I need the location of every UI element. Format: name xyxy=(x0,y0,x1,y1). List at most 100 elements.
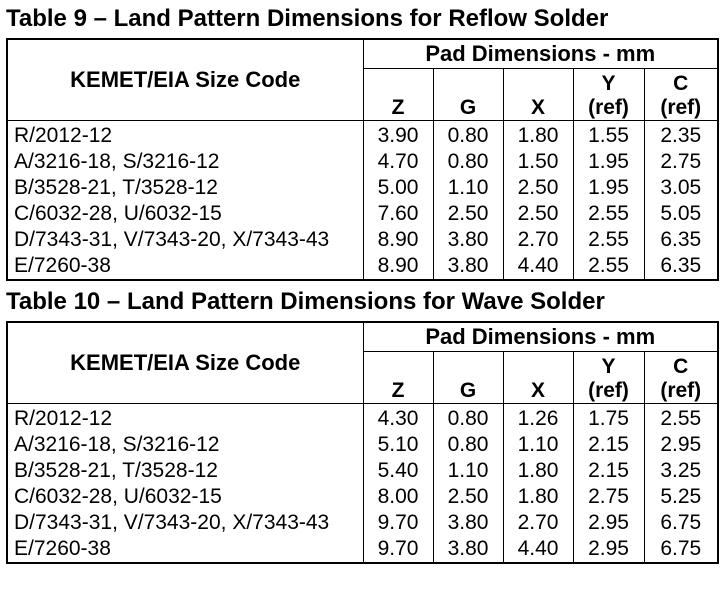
table-row: R/2012-12 3.90 0.80 1.80 1.55 2.35 xyxy=(6,120,719,149)
dimension-cell: 8.90 xyxy=(362,227,434,253)
table-row: B/3528-21, T/3528-12 5.00 1.10 2.50 1.95 3.05 xyxy=(6,175,719,201)
column-header: X xyxy=(502,351,574,404)
dimension-cell: 6.35 xyxy=(643,227,719,253)
column-header: X xyxy=(502,68,574,121)
dimension-cell: 2.70 xyxy=(502,510,574,536)
dimension-cell: 1.26 xyxy=(502,403,574,432)
dimension-cell: 8.00 xyxy=(362,484,434,510)
dimension-cell: 7.60 xyxy=(362,201,434,227)
dimension-cell: 1.10 xyxy=(432,458,504,484)
size-code-cell: C/6032-28, U/6032-15 xyxy=(6,201,364,227)
size-code-cell: B/3528-21, T/3528-12 xyxy=(6,175,364,201)
dimension-cell: 4.30 xyxy=(362,403,434,432)
dimension-cell: 2.55 xyxy=(572,253,645,280)
table-row: E/7260-38 8.90 3.80 4.40 2.55 6.35 xyxy=(6,253,719,280)
dimension-cell: 1.55 xyxy=(572,120,645,149)
dimension-cell: 2.15 xyxy=(572,458,645,484)
dimension-cell: 2.35 xyxy=(643,120,719,149)
column-header: Y (ref) xyxy=(572,351,645,404)
dimension-cell: 1.80 xyxy=(502,120,574,149)
dimension-cell: 3.25 xyxy=(643,458,719,484)
column-header: G xyxy=(432,351,504,404)
document-page: Table 9 – Land Pattern Dimensions for Re… xyxy=(0,4,728,564)
dimension-cell: 1.95 xyxy=(572,149,645,175)
dimension-cell: 5.25 xyxy=(643,484,719,510)
land-pattern-table: KEMET/EIA Size Code Pad Dimensions - mm Z G… xyxy=(6,321,720,564)
land-pattern-table: KEMET/EIA Size Code Pad Dimensions - mm Z G… xyxy=(6,38,720,281)
dimension-cell: 9.70 xyxy=(362,510,434,536)
dimension-cell: 1.80 xyxy=(502,458,574,484)
dimension-cell: 2.55 xyxy=(572,201,645,227)
dimension-cell: 0.80 xyxy=(432,120,504,149)
dimension-cell: 5.05 xyxy=(643,201,719,227)
dimension-cell: 1.80 xyxy=(502,484,574,510)
size-code-header: KEMET/EIA Size Code xyxy=(6,321,364,404)
size-code-header: KEMET/EIA Size Code xyxy=(6,38,364,121)
dimension-cell: 3.80 xyxy=(432,536,504,563)
dimension-cell: 2.55 xyxy=(572,227,645,253)
size-code-cell: R/2012-12 xyxy=(6,403,364,432)
table-row: R/2012-12 4.30 0.80 1.26 1.75 2.55 xyxy=(6,403,719,432)
dimension-cell: 3.80 xyxy=(432,227,504,253)
dimension-cell: 2.15 xyxy=(572,432,645,458)
column-header: C (ref) xyxy=(643,351,719,404)
table-row: D/7343-31, V/7343-20, X/7343-43 8.90 3.80 2… xyxy=(6,227,719,253)
dimension-cell: 6.75 xyxy=(643,536,719,563)
dimension-cell: 1.75 xyxy=(572,403,645,432)
dimension-cell: 1.50 xyxy=(502,149,574,175)
size-code-cell: A/3216-18, S/3216-12 xyxy=(6,149,364,175)
dimension-cell: 2.50 xyxy=(502,201,574,227)
size-code-cell: E/7260-38 xyxy=(6,253,364,280)
size-code-cell: E/7260-38 xyxy=(6,536,364,563)
dimension-cell: 1.10 xyxy=(502,432,574,458)
dimension-cell: 3.80 xyxy=(432,510,504,536)
dimension-cell: 4.40 xyxy=(502,536,574,563)
table-row: A/3216-18, S/3216-12 5.10 0.80 1.10 2.15 2.95 xyxy=(6,432,719,458)
size-code-cell: B/3528-21, T/3528-12 xyxy=(6,458,364,484)
column-header: Z xyxy=(362,351,434,404)
table-title: Table 10 – Land Pattern Dimensions for W… xyxy=(6,288,605,315)
size-code-cell: D/7343-31, V/7343-20, X/7343-43 xyxy=(6,227,364,253)
column-header: G xyxy=(432,68,504,121)
column-header: C (ref) xyxy=(643,68,719,121)
table-row: C/6032-28, U/6032-15 8.00 2.50 1.80 2.75 5.25 xyxy=(6,484,719,510)
dimension-cell: 9.70 xyxy=(362,536,434,563)
dimension-cell: 2.50 xyxy=(432,201,504,227)
dimension-cell: 2.55 xyxy=(643,403,719,432)
dimension-cell: 0.80 xyxy=(432,149,504,175)
dimension-cell: 2.95 xyxy=(572,536,645,563)
dimension-cell: 2.70 xyxy=(502,227,574,253)
size-code-cell: A/3216-18, S/3216-12 xyxy=(6,432,364,458)
dimension-cell: 3.80 xyxy=(432,253,504,280)
dimension-cell: 2.75 xyxy=(572,484,645,510)
table-row: B/3528-21, T/3528-12 5.40 1.10 1.80 2.15 3.25 xyxy=(6,458,719,484)
dimension-cell: 5.00 xyxy=(362,175,434,201)
dimension-cell: 4.70 xyxy=(362,149,434,175)
size-code-cell: C/6032-28, U/6032-15 xyxy=(6,484,364,510)
dimension-cell: 2.50 xyxy=(502,175,574,201)
dimension-cell: 5.10 xyxy=(362,432,434,458)
dimension-cell: 2.50 xyxy=(432,484,504,510)
dimension-cell: 1.95 xyxy=(572,175,645,201)
table-row: E/7260-38 9.70 3.80 4.40 2.95 6.75 xyxy=(6,536,719,563)
dimension-cell: 2.95 xyxy=(572,510,645,536)
pad-dimensions-header: Pad Dimensions - mm xyxy=(362,321,719,353)
dimension-cell: 4.40 xyxy=(502,253,574,280)
pad-dimensions-header: Pad Dimensions - mm xyxy=(362,38,719,70)
dimension-cell: 3.90 xyxy=(362,120,434,149)
table-title: Table 9 – Land Pattern Dimensions for Re… xyxy=(6,5,609,32)
size-code-cell: D/7343-31, V/7343-20, X/7343-43 xyxy=(6,510,364,536)
table-row: D/7343-31, V/7343-20, X/7343-43 9.70 3.80 2… xyxy=(6,510,719,536)
column-header: Z xyxy=(362,68,434,121)
dimension-cell: 5.40 xyxy=(362,458,434,484)
dimension-cell: 0.80 xyxy=(432,403,504,432)
dimension-cell: 1.10 xyxy=(432,175,504,201)
dimension-cell: 2.95 xyxy=(643,432,719,458)
dimension-cell: 6.35 xyxy=(643,253,719,280)
table-row: A/3216-18, S/3216-12 4.70 0.80 1.50 1.95 2.75 xyxy=(6,149,719,175)
table-row: C/6032-28, U/6032-15 7.60 2.50 2.50 2.55 5.05 xyxy=(6,201,719,227)
dimension-cell: 8.90 xyxy=(362,253,434,280)
dimension-cell: 2.75 xyxy=(643,149,719,175)
column-header: Y (ref) xyxy=(572,68,645,121)
dimension-cell: 3.05 xyxy=(643,175,719,201)
